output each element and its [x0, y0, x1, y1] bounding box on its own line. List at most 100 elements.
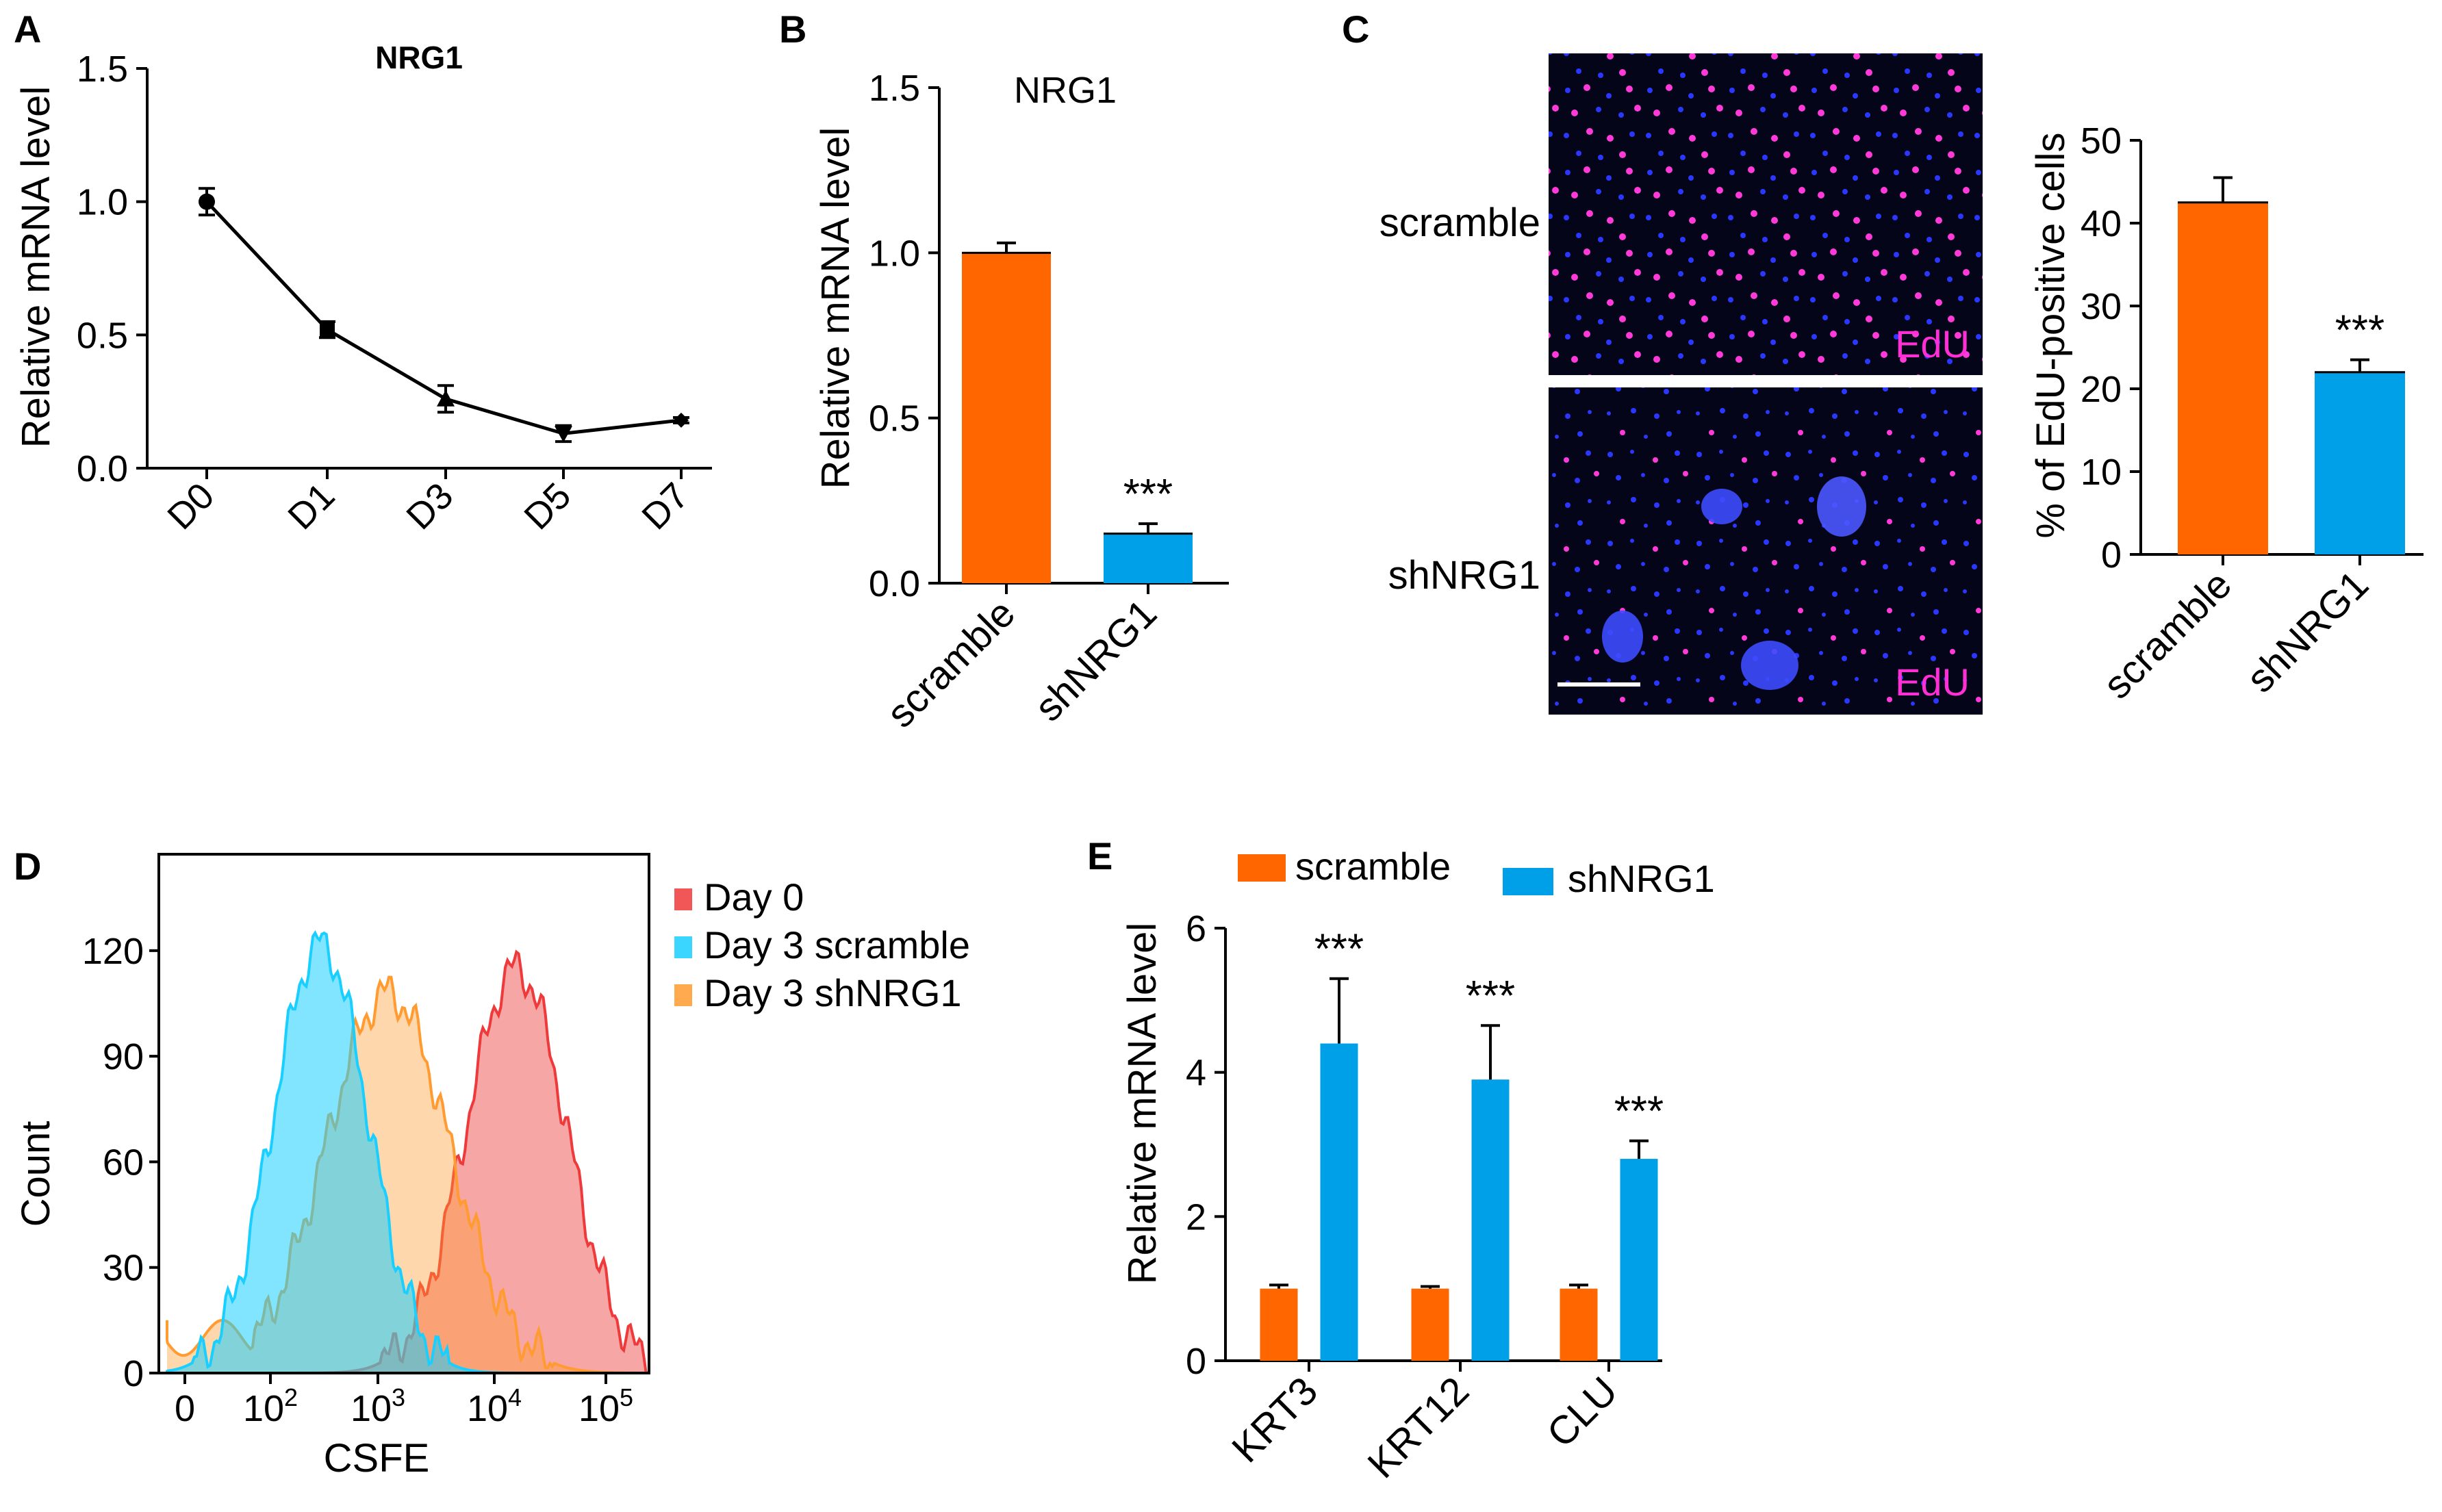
- panel-a-y-tick-label: 0.0: [77, 448, 128, 489]
- panel-a-data-point: [555, 426, 572, 443]
- panel-d-x-tick-label: 0: [175, 1388, 195, 1429]
- panel-d-x-tick-exponent: 5: [620, 1383, 633, 1411]
- panel-d-y-tick-label: 60: [103, 1142, 144, 1183]
- panel-c-y-tick-label: 30: [2081, 286, 2122, 327]
- panel-d-x-tick-label: 104: [467, 1383, 522, 1429]
- panel-e-y-ticks: 0 2 4 6: [1186, 908, 1225, 1382]
- panel-e-significance-stars: ***: [1614, 1088, 1664, 1136]
- panel-d-histogram: Count 0 30 60 90 120 0 102 103 104 105 CSFE Day …: [14, 853, 970, 1481]
- panel-a-line-chart: NRG1 Relative mRNA level 0.0 0.5 1.0 1.5 D0…: [14, 40, 712, 537]
- panel-b-y-axis-label: Relative mRNA level: [813, 127, 858, 489]
- panel-a-title: NRG1: [375, 40, 463, 75]
- panel-c-y-axis-label: % of EdU-positive cells: [2028, 132, 2073, 538]
- panel-e-bar-shnrg1-clu: [1620, 1159, 1658, 1361]
- image-label-shnrg1: shNRG1: [1388, 553, 1540, 598]
- panel-a-x-tick-label: D7: [634, 475, 696, 537]
- panel-e-bar-shnrg1-krt3: [1320, 1043, 1358, 1361]
- panel-a-data-point: [320, 322, 335, 337]
- panel-label-b: B: [779, 8, 806, 51]
- panel-e-bar-scramble-krt12: [1411, 1288, 1449, 1361]
- panel-a-y-tick-label: 0.5: [77, 315, 128, 356]
- panel-c-bar-shnrg1: [2315, 372, 2405, 554]
- panel-b-bar-chart: NRG1 Relative mRNA level 0.0 0.5 1.0 1.5 sc…: [813, 68, 1229, 736]
- panel-b-bars: scramble *** shNRG1: [878, 241, 1193, 736]
- panel-e-y-tick-label: 0: [1186, 1341, 1206, 1382]
- panel-d-x-tick-exponent: 2: [284, 1383, 298, 1411]
- panel-c-y-tick-label: 50: [2081, 120, 2122, 162]
- panel-a-points: [199, 187, 689, 444]
- panel-d-y-axis-label: Count: [14, 1121, 58, 1227]
- panel-b-bar-shnrg1: [1104, 533, 1193, 583]
- edu-label-shnrg1: EdU: [1895, 661, 1970, 704]
- panel-b-x-tick-label: shNRG1: [1026, 591, 1165, 730]
- panel-b-y-ticks: 0.0 0.5 1.0 1.5: [869, 68, 939, 604]
- legend-label-scramble: scramble: [1295, 845, 1451, 888]
- legend-label-shnrg1: shNRG1: [1568, 857, 1715, 900]
- panel-c-y-tick-label: 10: [2081, 452, 2122, 493]
- panel-label-d: D: [14, 845, 41, 888]
- panel-d-x-tick-label: 105: [578, 1383, 633, 1429]
- panel-c-y-ticks: 0 10 20 30 40 50: [2081, 120, 2141, 576]
- image-label-scramble: scramble: [1379, 201, 1540, 245]
- panel-d-curves: [166, 930, 650, 1374]
- panel-a-x-ticks: D0 D1 D3 D5 D7: [160, 468, 696, 537]
- panel-e-significance-stars: ***: [1314, 926, 1364, 973]
- panel-d-x-tick-label: 103: [351, 1383, 405, 1429]
- panel-d-curve-fill-day-0: [167, 951, 649, 1373]
- panel-b-y-tick-label: 0.0: [869, 563, 920, 604]
- panel-c-y-tick-label: 20: [2081, 369, 2122, 410]
- panel-e-bar-scramble-krt3: [1260, 1288, 1298, 1361]
- panel-e-y-axis-label: Relative mRNA level: [1120, 923, 1165, 1285]
- panel-e-grouped-bar-chart: scramble shNRG1 Relative mRNA level 0 2 4 6…: [1120, 845, 1715, 1487]
- panel-a-y-axis-label: Relative mRNA level: [14, 86, 58, 448]
- panel-a-data-point: [674, 412, 689, 428]
- panel-a-y-tick-label: 1.5: [77, 49, 128, 90]
- panel-a-y-tick-label: 1.0: [77, 182, 128, 223]
- panel-d-y-tick-label: 120: [82, 931, 144, 972]
- panel-d-legend-swatch: [674, 936, 692, 958]
- panel-d-legend-swatch: [674, 984, 692, 1006]
- panel-c-y-tick-label: 0: [2101, 535, 2122, 576]
- panel-b-significance-stars: ***: [1123, 471, 1173, 518]
- panel-e-x-tick-label: KRT12: [1359, 1368, 1477, 1487]
- panel-d-x-axis-label: CSFE: [324, 1436, 430, 1481]
- panel-c-x-tick-label: shNRG1: [2238, 562, 2377, 701]
- panel-e-y-tick-label: 2: [1186, 1196, 1206, 1238]
- panel-d-y-tick-label: 0: [123, 1353, 144, 1394]
- panel-e-y-tick-label: 6: [1186, 908, 1206, 949]
- panel-d-legend-label: Day 0: [704, 875, 804, 919]
- panel-d-y-tick-label: 30: [103, 1248, 144, 1289]
- panel-d-frame: [157, 853, 650, 1374]
- panel-a-x-tick-label: D5: [516, 475, 578, 537]
- panel-a-y-ticks: 0.0 0.5 1.0 1.5: [77, 49, 147, 489]
- panel-c-x-tick-label: scramble: [2095, 562, 2240, 707]
- panel-b-y-tick-label: 0.5: [869, 398, 920, 439]
- panel-e-bar-scramble-clu: [1560, 1288, 1598, 1361]
- panel-e-bars: *** KRT3 *** KRT12 *** CLU: [1223, 926, 1664, 1487]
- panel-d-x-tick-label: 102: [243, 1383, 298, 1429]
- panel-c: EdU EdU scramble shNRG1 % of EdU-positiv…: [1379, 53, 2424, 715]
- panel-d-x-tick-exponent: 3: [392, 1383, 405, 1411]
- legend-swatch-scramble: [1238, 854, 1286, 882]
- micrograph-shnrg1: EdU: [1549, 387, 1983, 715]
- panel-a-x-tick-label: D1: [280, 475, 342, 537]
- panel-a-data-point: [437, 389, 455, 407]
- panel-e-x-tick-label: KRT3: [1223, 1368, 1326, 1471]
- panel-b-y-tick-label: 1.5: [869, 68, 920, 109]
- panel-label-c: C: [1342, 8, 1369, 51]
- panel-d-y-ticks: 0 30 60 90 120: [82, 931, 159, 1394]
- panel-a-x-tick-label: D3: [398, 475, 461, 537]
- panel-d-curve-fill-day-3-scramble: [167, 933, 649, 1373]
- panel-label-a: A: [14, 8, 41, 51]
- panel-b-x-tick-label: scramble: [878, 591, 1023, 736]
- panel-d-x-ticks: 0 102 103 104 105: [175, 1373, 633, 1429]
- panel-b-bar-scramble: [962, 253, 1051, 583]
- panel-e-legend: scramble shNRG1: [1238, 845, 1715, 900]
- panel-e-y-tick-label: 4: [1186, 1053, 1206, 1094]
- micrograph-scramble: EdU: [1549, 53, 1983, 375]
- legend-swatch-shnrg1: [1503, 868, 1553, 895]
- panel-d-legend-swatch: [674, 888, 692, 910]
- panel-c-bar-scramble: [2178, 202, 2268, 554]
- panel-d-curve-fill-day-3-shnrg1: [167, 977, 649, 1373]
